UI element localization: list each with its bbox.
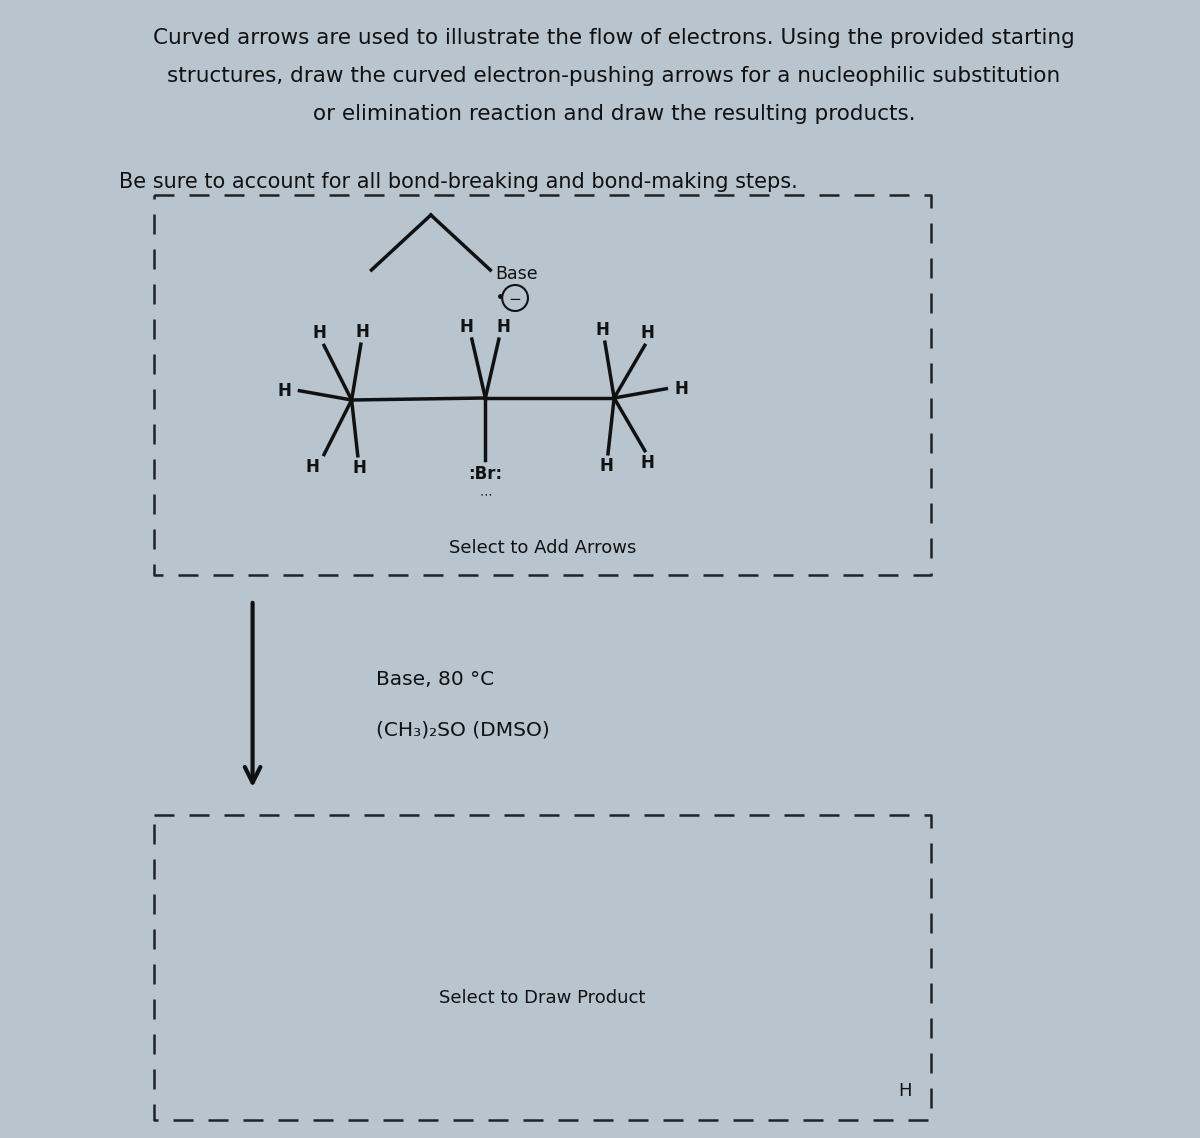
Text: −: − <box>509 291 522 306</box>
Text: H: H <box>641 454 655 471</box>
Text: Curved arrows are used to illustrate the flow of electrons. Using the provided s: Curved arrows are used to illustrate the… <box>154 28 1075 48</box>
Text: H: H <box>277 381 292 399</box>
Text: Select to Add Arrows: Select to Add Arrows <box>449 539 636 556</box>
Text: H: H <box>353 459 367 477</box>
Text: Base, 80 °C: Base, 80 °C <box>377 670 494 688</box>
Text: H: H <box>497 319 511 336</box>
Text: (CH₃)₂SO (DMSO): (CH₃)₂SO (DMSO) <box>377 720 550 739</box>
Text: H: H <box>599 456 613 475</box>
Text: or elimination reaction and draw the resulting products.: or elimination reaction and draw the res… <box>313 104 916 124</box>
Text: structures, draw the curved electron-pushing arrows for a nucleophilic substitut: structures, draw the curved electron-pus… <box>168 66 1061 86</box>
Text: H: H <box>356 323 370 341</box>
Text: H: H <box>305 457 319 476</box>
Text: H: H <box>641 324 655 343</box>
Text: Be sure to account for all bond-breaking and bond-making steps.: Be sure to account for all bond-breaking… <box>119 172 798 192</box>
Text: H: H <box>898 1082 911 1100</box>
Text: H: H <box>312 324 326 343</box>
Text: H: H <box>674 380 688 397</box>
Text: :Br:: :Br: <box>468 465 503 483</box>
Text: H: H <box>460 319 474 336</box>
Text: Base: Base <box>496 265 538 283</box>
Text: H: H <box>596 321 610 339</box>
Text: ⋯: ⋯ <box>479 488 492 501</box>
Text: Select to Draw Product: Select to Draw Product <box>439 989 646 1006</box>
